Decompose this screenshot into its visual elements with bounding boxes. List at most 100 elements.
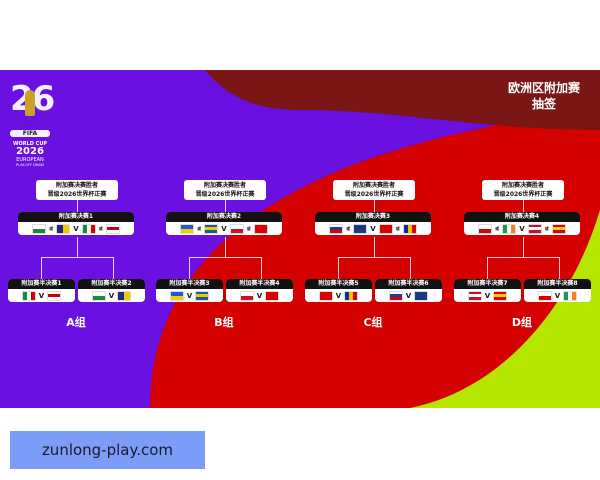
match-card[interactable]: 附加赛决赛4 或 V 或 xyxy=(464,212,580,235)
northern-ireland-flag-icon xyxy=(47,290,62,301)
match-label: 附加赛决赛4 xyxy=(464,212,580,222)
match-card[interactable]: 附加赛半决赛5 V xyxy=(305,279,372,302)
versus-label: V xyxy=(519,224,525,233)
bracket-line xyxy=(523,200,524,212)
bracket-line xyxy=(559,257,560,279)
winner-box: 附加赛决赛胜者 晋级2026世界杯正赛 xyxy=(482,180,564,200)
match-card[interactable]: 附加赛半决赛3 V xyxy=(156,279,223,302)
bracket-line xyxy=(41,257,42,279)
romania-flag-icon xyxy=(402,223,417,234)
bosnia-flag-icon xyxy=(56,223,71,234)
sweden-flag-icon xyxy=(195,290,210,301)
or-separator: 或 xyxy=(544,225,549,231)
slovakia-flag-icon xyxy=(329,223,344,234)
versus-label: V xyxy=(108,291,115,300)
bosnia-flag-icon xyxy=(117,290,132,301)
match-card[interactable]: 附加赛半决赛1 V xyxy=(8,279,75,302)
dark-red-shape xyxy=(205,70,600,130)
turkey-flag-icon xyxy=(378,223,393,234)
wales-flag-icon xyxy=(32,223,47,234)
czechia-flag-icon xyxy=(478,223,493,234)
winner-box: 附加赛决赛胜者 晋级2026世界杯正赛 xyxy=(333,180,415,200)
bracket-line xyxy=(77,237,78,257)
bracket-line xyxy=(487,257,559,258)
match-label: 附加赛半决赛4 xyxy=(226,279,293,289)
versus-label: V xyxy=(335,291,342,300)
wales-flag-icon xyxy=(91,290,106,301)
bracket-line xyxy=(261,257,262,279)
world-cup-logo: 26 FIFA WORLD CUP 2026 EUROPEAN PLAY-OFF… xyxy=(10,82,55,167)
north-macedonia-flag-icon xyxy=(551,223,566,234)
bracket-line xyxy=(338,257,339,279)
background-shapes xyxy=(0,70,600,408)
versus-label: V xyxy=(73,224,79,233)
kosovo-flag-icon xyxy=(353,223,368,234)
match-label: 附加赛半决赛6 xyxy=(375,279,442,289)
lime-shape xyxy=(410,210,600,408)
group-label: B组 xyxy=(214,316,234,329)
match-card[interactable]: 附加赛决赛1 或 V 或 xyxy=(18,212,134,235)
match-label: 附加赛决赛2 xyxy=(166,212,282,222)
match-label: 附加赛半决赛1 xyxy=(8,279,75,289)
versus-label: V xyxy=(186,291,193,300)
italy-flag-icon xyxy=(81,223,96,234)
match-label: 附加赛半决赛7 xyxy=(454,279,521,289)
play-off-draw-poster: 26 FIFA WORLD CUP 2026 EUROPEAN PLAY-OFF… xyxy=(0,70,600,408)
ukraine-flag-icon xyxy=(180,223,195,234)
albania-flag-icon xyxy=(265,290,280,301)
bracket-line xyxy=(374,200,375,212)
or-separator: 或 xyxy=(197,225,202,231)
versus-label: V xyxy=(554,291,561,300)
match-card[interactable]: 附加赛决赛2 或 V 或 xyxy=(166,212,282,235)
denmark-flag-icon xyxy=(527,223,542,234)
versus-label: V xyxy=(405,291,412,300)
winner-box: 附加赛决赛胜者 晋级2026世界杯正赛 xyxy=(36,180,118,200)
ireland-flag-icon xyxy=(563,290,578,301)
match-label: 附加赛半决赛8 xyxy=(524,279,591,289)
group-label: A组 xyxy=(66,316,86,329)
romania-flag-icon xyxy=(344,290,359,301)
denmark-flag-icon xyxy=(467,290,482,301)
versus-label: V xyxy=(38,291,45,300)
group-label: C组 xyxy=(363,316,383,329)
bracket-line xyxy=(374,237,375,257)
italy-flag-icon xyxy=(21,290,36,301)
match-card[interactable]: 附加赛半决赛2 V xyxy=(78,279,145,302)
versus-label: V xyxy=(484,291,491,300)
kosovo-flag-icon xyxy=(414,290,429,301)
match-label: 附加赛决赛3 xyxy=(315,212,431,222)
bracket-line xyxy=(189,257,190,279)
match-card[interactable]: 附加赛半决赛6 V xyxy=(375,279,442,302)
bracket-line xyxy=(410,257,411,279)
bracket-line xyxy=(487,257,488,279)
or-separator: 或 xyxy=(246,225,251,231)
sweden-flag-icon xyxy=(204,223,219,234)
group-label: D组 xyxy=(511,316,533,329)
bracket-line xyxy=(77,200,78,212)
ireland-flag-icon xyxy=(502,223,517,234)
watermark-link[interactable]: zunlong-play.com xyxy=(10,431,205,469)
match-card[interactable]: 附加赛半决赛4 V xyxy=(226,279,293,302)
poster-title: 欧洲区附加赛 抽签 xyxy=(507,81,580,111)
or-separator: 或 xyxy=(98,225,103,231)
albania-flag-icon xyxy=(253,223,268,234)
or-separator: 或 xyxy=(495,225,500,231)
match-card[interactable]: 附加赛半决赛8 V xyxy=(524,279,591,302)
bracket-line xyxy=(41,257,113,258)
winner-box: 附加赛决赛胜者 晋级2026世界杯正赛 xyxy=(184,180,266,200)
or-separator: 或 xyxy=(395,225,400,231)
match-card[interactable]: 附加赛决赛3 或 V 或 xyxy=(315,212,431,235)
czechia-flag-icon xyxy=(537,290,552,301)
match-card[interactable]: 附加赛半决赛7 V xyxy=(454,279,521,302)
bracket-line xyxy=(338,257,410,258)
north-macedonia-flag-icon xyxy=(493,290,508,301)
bracket-line xyxy=(523,237,524,257)
versus-label: V xyxy=(221,224,227,233)
bracket-line xyxy=(113,257,114,279)
bracket-line xyxy=(225,200,226,212)
match-label: 附加赛半决赛5 xyxy=(305,279,372,289)
trophy-icon xyxy=(25,90,35,116)
turkey-flag-icon xyxy=(318,290,333,301)
poland-flag-icon xyxy=(229,223,244,234)
match-label: 附加赛决赛1 xyxy=(18,212,134,222)
